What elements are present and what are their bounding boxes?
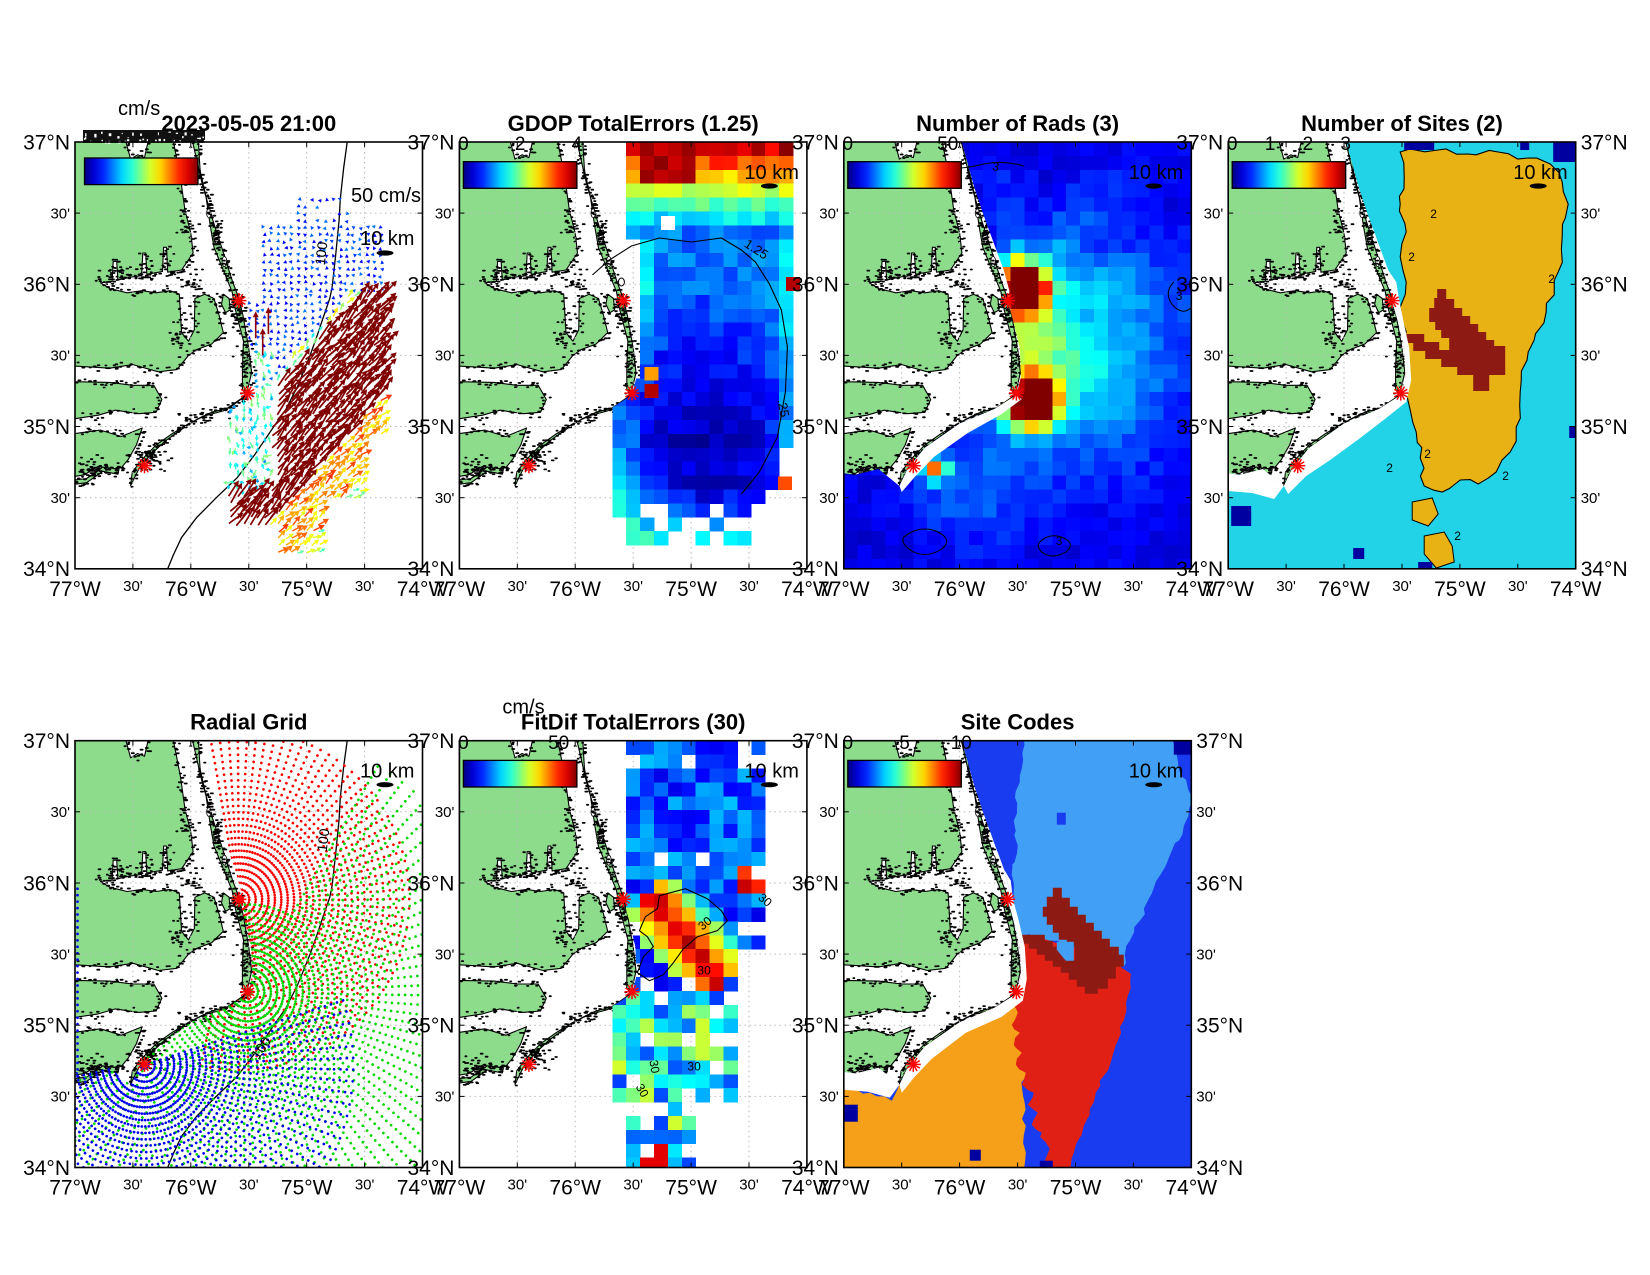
svg-text:Radial Grid: Radial Grid bbox=[190, 710, 307, 735]
svg-text:30: 30 bbox=[697, 964, 711, 978]
svg-text:3: 3 bbox=[991, 159, 1000, 174]
svg-text:5: 5 bbox=[899, 733, 910, 754]
svg-text:2: 2 bbox=[1303, 134, 1314, 155]
svg-text:2: 2 bbox=[1430, 207, 1437, 221]
svg-text:2: 2 bbox=[1502, 469, 1509, 483]
svg-text:2: 2 bbox=[1548, 272, 1555, 286]
svg-text:GDOP TotalErrors (1.25): GDOP TotalErrors (1.25) bbox=[508, 111, 759, 136]
svg-text:10 km: 10 km bbox=[744, 761, 798, 783]
svg-text:0: 0 bbox=[1227, 134, 1238, 155]
svg-text:2: 2 bbox=[1454, 529, 1461, 543]
svg-text:10 km: 10 km bbox=[744, 162, 798, 184]
svg-text:30: 30 bbox=[633, 1081, 652, 1100]
svg-text:30: 30 bbox=[687, 1060, 701, 1074]
svg-text:10 km: 10 km bbox=[1129, 162, 1183, 184]
svg-text:Number of Rads (3): Number of Rads (3) bbox=[916, 111, 1119, 136]
svg-text:50: 50 bbox=[937, 134, 958, 155]
svg-text:10: 10 bbox=[951, 733, 972, 754]
svg-text:2: 2 bbox=[1386, 461, 1393, 475]
svg-text:3: 3 bbox=[1056, 534, 1063, 548]
svg-text:2: 2 bbox=[1408, 250, 1415, 264]
svg-text:10 km: 10 km bbox=[1129, 761, 1183, 783]
svg-text:.25: .25 bbox=[774, 398, 792, 418]
svg-text:0: 0 bbox=[843, 733, 854, 754]
svg-text:50 cm/s: 50 cm/s bbox=[351, 185, 421, 207]
svg-text:2: 2 bbox=[1424, 447, 1431, 461]
svg-text:2: 2 bbox=[515, 134, 526, 155]
svg-text:Number of Sites (2): Number of Sites (2) bbox=[1301, 111, 1503, 136]
svg-text:10 km: 10 km bbox=[360, 228, 414, 250]
svg-text:4: 4 bbox=[572, 134, 583, 155]
svg-text:cm/s: cm/s bbox=[118, 98, 160, 120]
svg-text:1: 1 bbox=[1265, 134, 1276, 155]
svg-text:100: 100 bbox=[312, 241, 331, 266]
svg-text:0: 0 bbox=[843, 134, 854, 155]
svg-text:Site Codes: Site Codes bbox=[961, 710, 1075, 735]
svg-text:10 km: 10 km bbox=[360, 761, 414, 783]
svg-text:cm/s: cm/s bbox=[502, 697, 544, 719]
svg-text:0: 0 bbox=[458, 134, 469, 155]
svg-text:100: 100 bbox=[314, 827, 333, 852]
svg-text:2023-05-05 21:00: 2023-05-05 21:00 bbox=[161, 111, 336, 136]
svg-text:50: 50 bbox=[548, 733, 569, 754]
svg-text:30: 30 bbox=[646, 1059, 662, 1075]
svg-text:FitDif TotalErrors (30): FitDif TotalErrors (30) bbox=[521, 710, 746, 735]
svg-text:0: 0 bbox=[458, 733, 469, 754]
svg-text:10 km: 10 km bbox=[1513, 162, 1567, 184]
svg-text:3: 3 bbox=[1340, 134, 1351, 155]
